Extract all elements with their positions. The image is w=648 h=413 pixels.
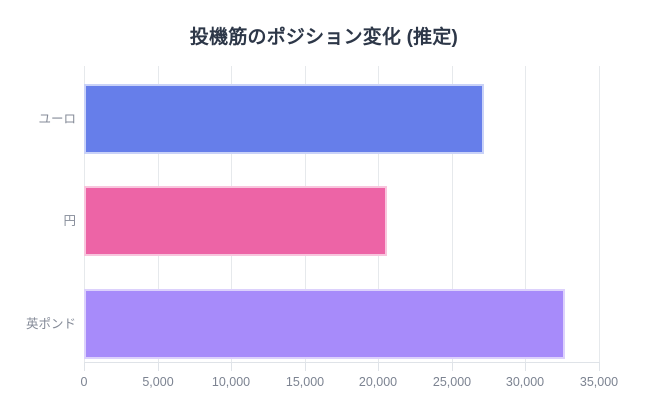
category-label: 円 — [63, 214, 76, 228]
category-label: ユーロ — [38, 112, 76, 126]
x-tick-label: 0 — [80, 375, 88, 389]
bar-1[interactable] — [84, 84, 484, 154]
chart-title: 投機筋のポジション変化 (推定) — [189, 27, 459, 48]
plot-area — [84, 66, 600, 362]
gridline — [525, 66, 526, 362]
bar-2[interactable] — [84, 186, 387, 256]
x-tick-mark — [231, 362, 232, 371]
category-label: 英ポンド — [25, 317, 76, 331]
x-tick-label: 35,000 — [579, 375, 619, 389]
x-tick-label: 30,000 — [505, 375, 545, 389]
x-tick-label: 5,000 — [142, 375, 174, 389]
x-tick-mark — [525, 362, 526, 371]
x-tick-label: 25,000 — [432, 375, 472, 389]
x-tick-mark — [378, 362, 379, 371]
x-tick-mark — [158, 362, 159, 371]
gridline — [452, 66, 453, 362]
x-axis — [84, 362, 600, 363]
x-tick-mark — [452, 362, 453, 371]
x-tick-label: 10,000 — [211, 375, 251, 389]
x-tick-label: 20,000 — [358, 375, 398, 389]
x-tick-label: 15,000 — [285, 375, 325, 389]
gridline — [599, 66, 600, 362]
x-tick-mark — [599, 362, 600, 371]
x-tick-mark — [305, 362, 306, 371]
bar-3[interactable] — [84, 289, 565, 359]
x-tick-mark — [84, 362, 85, 371]
